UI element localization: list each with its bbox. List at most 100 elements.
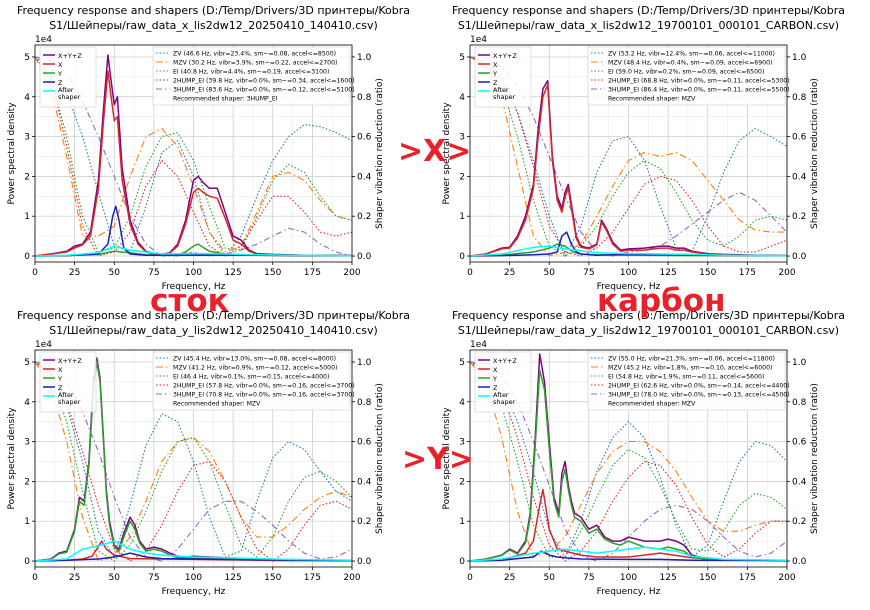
y-tick-label: 5 xyxy=(24,358,30,368)
y-tick-label: 4 xyxy=(459,93,465,103)
y-tick-label: 5 xyxy=(459,53,465,63)
shaper-legend-label: 3HUMP_EI (70.8 Hz, vibr=0.0%, sm~=0.16, … xyxy=(173,392,355,399)
axis-y-overlay-label: >Y> xyxy=(402,442,474,477)
chart-panel-x-carbon: Frequency response and shapers (D:/Temp/… xyxy=(435,0,870,305)
y2-tick-label: 0.4 xyxy=(792,172,807,182)
y-tick-label: 0 xyxy=(459,252,465,262)
y-tick-label: 3 xyxy=(459,133,465,143)
shaper-legend-label: 3HUMP_EI (83.6 Hz, vibr=0.0%, sm~=0.12, … xyxy=(173,87,355,94)
x-tick-label: 25 xyxy=(69,573,80,583)
psd-legend-box xyxy=(474,351,532,413)
x-axis-label: Frequency, Hz xyxy=(162,587,226,597)
shaper-line-zv xyxy=(469,361,788,559)
x-tick-label: 75 xyxy=(148,268,159,278)
y2-tick-label: 0.0 xyxy=(792,252,807,262)
x-tick-label: 125 xyxy=(660,268,677,278)
x-tick-label: 150 xyxy=(699,573,716,583)
recommended-shaper-label: Recommended shaper: 3HUMP_EI xyxy=(173,96,278,103)
y2-tick-label: 0.2 xyxy=(792,517,806,527)
y-tick-label: 0 xyxy=(24,557,30,567)
recommended-shaper-label: Recommended shaper: MZV xyxy=(173,401,261,408)
psd-line-z xyxy=(34,552,353,562)
x-tick-label: 150 xyxy=(264,268,281,278)
psd-line-after xyxy=(34,540,353,562)
chart-panel-x-stock: Frequency response and shapers (D:/Temp/… xyxy=(0,0,435,305)
chart-svg: Frequency response and shapers (D:/Temp/… xyxy=(7,309,410,597)
y-tick-label: 3 xyxy=(24,133,30,143)
x-tick-label: 200 xyxy=(343,573,360,583)
y-tick-label: 1 xyxy=(459,517,465,527)
chart-svg: Frequency response and shapers (D:/Temp/… xyxy=(442,4,845,292)
psd-legend-label: Y xyxy=(57,375,62,383)
axis-x-overlay-label: >X> xyxy=(398,134,472,169)
y-exponent-label: 1e4 xyxy=(470,35,487,45)
shaper-legend-label: ZV (55.0 Hz, vibr=21.3%, sm~=0.06, accel… xyxy=(608,356,775,363)
y2-tick-label: 0.8 xyxy=(792,398,807,408)
chart-svg: Frequency response and shapers (D:/Temp/… xyxy=(442,309,845,597)
shaper-line-hump3 xyxy=(34,361,353,562)
x-tick-label: 25 xyxy=(69,268,80,278)
y2-tick-label: 0.2 xyxy=(792,212,806,222)
psd-legend-box xyxy=(39,46,97,108)
x-tick-label: 200 xyxy=(343,268,360,278)
x-axis-label: Frequency, Hz xyxy=(597,282,661,292)
psd-legend-label: X+Y+Z xyxy=(58,357,82,365)
shaper-legend-label: MZV (30.2 Hz, vibr=3.9%, sm~=0.22, accel… xyxy=(173,60,337,67)
x-tick-label: 50 xyxy=(544,268,556,278)
x-tick-label: 100 xyxy=(185,268,202,278)
stock-overlay-label: сток xyxy=(150,283,229,319)
y-tick-label: 3 xyxy=(24,438,30,448)
x-axis-label: Frequency, Hz xyxy=(597,587,661,597)
y-tick-label: 1 xyxy=(24,517,30,527)
shaper-legend-label: 2HUMP_EI (68.8 Hz, vibr=0.0%, sm~=0.11, … xyxy=(608,78,790,85)
shaper-legend-label: 2HUMP_EI (39.8 Hz, vibr=0.0%, sm~=0.34, … xyxy=(173,78,355,85)
x-tick-label: 100 xyxy=(185,573,202,583)
y2-tick-label: 1.0 xyxy=(792,53,807,63)
shaper-line-ei xyxy=(34,361,353,562)
x-tick-label: 50 xyxy=(544,573,556,583)
psd-legend-label: Y xyxy=(492,375,497,383)
x-tick-label: 0 xyxy=(467,573,473,583)
psd-legend-label: After xyxy=(58,391,74,399)
x-tick-label: 125 xyxy=(225,573,242,583)
y2-axis-label: Shaper vibration reduction (ratio) xyxy=(810,78,820,229)
shaper-legend: ZV (46.6 Hz, vibr=23.4%, sm~=0.08, accel… xyxy=(152,46,355,106)
chart-title-line2: S1/Шейперы/raw_data_x_lis2dw12_19700101_… xyxy=(458,19,839,32)
shaper-legend-label: EI (54.8 Hz, vibr=1.9%, sm~=0.11, accel<… xyxy=(608,374,764,381)
x-tick-label: 125 xyxy=(225,268,242,278)
y2-tick-label: 1.0 xyxy=(357,358,372,368)
shaper-legend-box xyxy=(587,46,786,106)
y2-tick-label: 1.0 xyxy=(357,53,372,63)
shaper-legend: ZV (45.4 Hz, vibr=13.0%, sm~=0.08, accel… xyxy=(152,351,355,411)
y-exponent-label: 1e4 xyxy=(35,340,52,350)
x-tick-label: 175 xyxy=(739,573,756,583)
psd-legend-label: Z xyxy=(58,384,63,392)
psd-legend-label: X xyxy=(58,366,63,374)
psd-legend-label: X xyxy=(58,61,63,69)
psd-legend-label: X+Y+Z xyxy=(58,52,82,60)
shaper-legend-label: MZV (48.4 Hz, vibr=0.4%, sm~=0.09, accel… xyxy=(608,60,772,67)
shaper-line-zv xyxy=(34,361,353,559)
x-tick-label: 150 xyxy=(264,573,281,583)
chart-title-line2: S1/Шейперы/raw_data_y_lis2dw12_19700101_… xyxy=(458,324,839,337)
y2-tick-label: 0.6 xyxy=(792,438,807,448)
x-tick-label: 175 xyxy=(304,573,321,583)
shaper-legend-label: 2HUMP_EI (62.6 Hz, vibr=0.0%, sm~=0.14, … xyxy=(608,383,790,390)
chart-panel-y-stock: Frequency response and shapers (D:/Temp/… xyxy=(0,305,435,610)
y2-tick-label: 0.6 xyxy=(357,438,372,448)
psd-legend-label: After xyxy=(58,86,74,94)
shaper-legend-label: ZV (53.2 Hz, vibr=12.4%, sm~=0.06, accel… xyxy=(608,51,775,58)
y2-tick-label: 0.6 xyxy=(792,133,807,143)
shaper-line-zv xyxy=(469,56,788,258)
y-tick-label: 0 xyxy=(24,252,30,262)
x-tick-label: 175 xyxy=(304,268,321,278)
x-tick-label: 100 xyxy=(620,268,637,278)
psd-legend-label: shaper xyxy=(58,93,81,101)
y2-tick-label: 0.0 xyxy=(357,557,372,567)
x-tick-label: 0 xyxy=(467,268,473,278)
psd-legend-label: X+Y+Z xyxy=(493,357,517,365)
x-tick-label: 25 xyxy=(504,573,515,583)
